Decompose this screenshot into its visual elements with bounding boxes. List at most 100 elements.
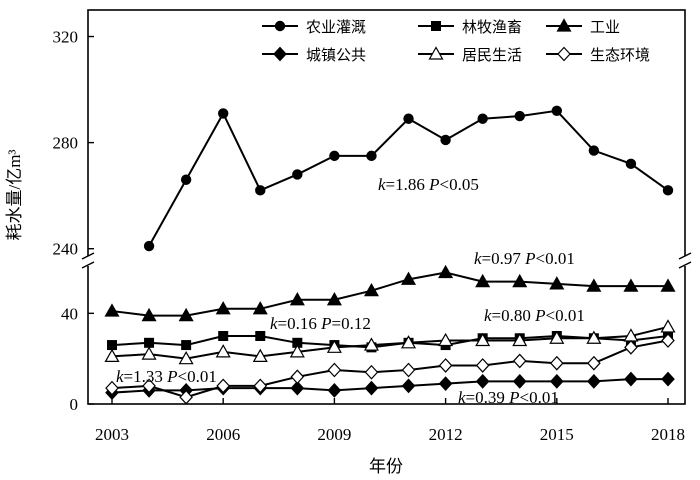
data-point (329, 150, 340, 162)
trend-annotation: k=0.97 P<0.01 (474, 249, 575, 268)
data-point (549, 355, 564, 371)
series-layer (104, 105, 676, 405)
data-point (401, 378, 416, 394)
data-point (624, 371, 638, 387)
series-line (111, 271, 668, 317)
trend-annotation: k=0.16 P=0.12 (270, 314, 371, 333)
data-point (105, 380, 119, 396)
data-point (514, 110, 525, 122)
legend-label: 农业灌溉 (306, 18, 366, 36)
y-tick-label: 320 (53, 28, 79, 47)
data-point (364, 364, 379, 380)
data-point (104, 348, 120, 362)
axis-break-slash (678, 252, 692, 260)
data-point (363, 282, 379, 297)
data-point (587, 355, 601, 371)
data-point (661, 371, 675, 387)
legend-item: 农业灌溉 (262, 18, 366, 36)
data-point (438, 358, 453, 373)
data-point (363, 337, 379, 351)
data-point (326, 339, 342, 353)
data-point (477, 113, 488, 124)
data-point (588, 145, 600, 156)
legend-item: 生态环境 (546, 46, 650, 64)
series-6 (105, 333, 675, 405)
data-point (586, 278, 602, 292)
legend-item: 居民生活 (418, 46, 522, 64)
data-point (178, 307, 194, 322)
data-point (512, 373, 527, 389)
data-point (438, 264, 454, 279)
data-point (660, 278, 676, 292)
axis-break-gap (680, 256, 690, 266)
legend-marker (274, 20, 286, 32)
data-point (292, 169, 303, 180)
legend-marker (273, 46, 287, 62)
data-point (366, 150, 377, 162)
y-axis-ticks: 240 280 320 0 40 (53, 28, 94, 414)
series-line (111, 325, 669, 360)
trend-annotation: k=1.86 P<0.05 (378, 175, 479, 194)
x-tick-label: 2018 (651, 425, 685, 444)
data-point (180, 174, 192, 185)
x-axis-ticks: 2003 2006 2009 2012 2015 2018 (95, 398, 685, 444)
data-point (252, 348, 268, 362)
data-point (218, 331, 229, 341)
data-point (586, 330, 602, 344)
data-point (104, 303, 120, 317)
data-point (549, 330, 565, 344)
data-point (549, 373, 564, 389)
data-point (141, 307, 157, 322)
series-line (111, 378, 668, 394)
data-point (144, 337, 155, 348)
data-point (218, 108, 229, 119)
legend-label: 居民生活 (462, 46, 522, 64)
series-5 (104, 319, 676, 365)
axis-break-slash (678, 261, 692, 269)
trend-annotation: k=0.39 P<0.01 (458, 388, 559, 407)
series-1 (143, 105, 674, 252)
data-point (475, 332, 491, 347)
legend-marker (428, 46, 444, 60)
data-point (107, 340, 117, 351)
legend-marker (556, 18, 572, 32)
y-axis-title: 耗水量/亿m³ (5, 149, 24, 240)
y-tick-label: 0 (70, 395, 79, 414)
data-point (253, 378, 268, 394)
data-point (624, 339, 638, 355)
x-tick-label: 2006 (206, 425, 240, 444)
data-point (143, 240, 155, 252)
data-point (216, 378, 231, 394)
x-tick-label: 2015 (540, 425, 574, 444)
data-point (438, 376, 453, 391)
series-line (111, 334, 669, 349)
data-point (364, 380, 379, 396)
data-point (438, 332, 454, 347)
data-point (215, 344, 231, 358)
series-3 (104, 264, 676, 322)
legend-item: 工业 (546, 18, 620, 36)
data-point (327, 383, 342, 398)
data-point (290, 380, 305, 396)
legend-label: 生态环境 (590, 46, 650, 64)
y-tick-label: 40 (61, 304, 78, 323)
data-point (512, 332, 528, 347)
data-point (141, 346, 157, 360)
data-point (252, 301, 268, 315)
data-point (289, 344, 305, 358)
legend-item: 城镇公共 (262, 46, 366, 64)
data-point (326, 292, 342, 306)
legend-label: 城镇公共 (306, 46, 366, 64)
data-point (290, 369, 305, 385)
data-point (551, 105, 562, 116)
data-point (660, 319, 676, 333)
trend-annotations: k=1.86 P<0.05 k=0.97 P<0.01 k=0.16 P=0.12 k… (116, 175, 585, 407)
data-point (623, 278, 639, 292)
legend-item: 林牧渔畜 (418, 18, 522, 36)
data-point (327, 362, 342, 378)
data-point (401, 362, 416, 378)
trend-annotation: k=0.80 P<0.01 (484, 306, 585, 325)
data-point (549, 276, 565, 290)
